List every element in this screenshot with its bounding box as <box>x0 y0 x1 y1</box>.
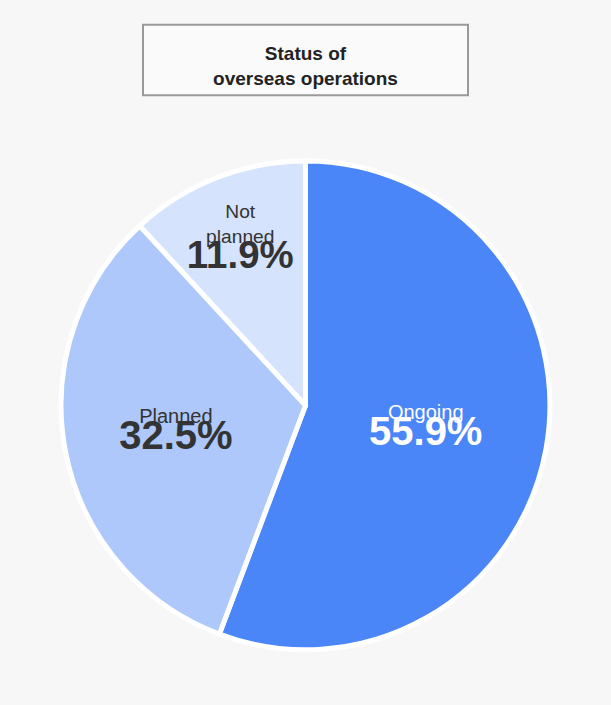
svg-text:Status ofoverseas operations: Status ofoverseas operations <box>213 43 398 89</box>
svg-text:Ongoing55.9%: Ongoing55.9% <box>369 401 482 453</box>
svg-text:Planned32.5%: Planned32.5% <box>119 405 232 457</box>
svg-text:Notplanned11.9%: Notplanned11.9% <box>187 201 294 276</box>
